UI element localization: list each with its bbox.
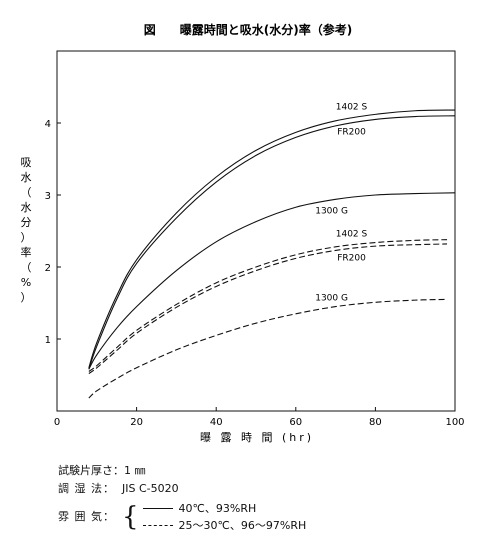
- series-layer: [88, 109, 456, 399]
- x-tick-label: 40: [210, 417, 223, 428]
- thickness-label: 試験片厚さ：: [58, 464, 124, 477]
- atmosphere-row: 雰 囲 気： { 40℃、93%RH 25～30℃、96～97%RH: [58, 500, 306, 534]
- y-axis-label-char: 吸: [21, 156, 32, 169]
- dashed-line-icon: [142, 525, 173, 526]
- test-conditions: 試験片厚さ： 1 ㎜ 調 湿 法： JIS C-5020 雰 囲 気： { 40…: [58, 462, 306, 534]
- x-tick-label: 20: [130, 417, 143, 428]
- plot-frame: [56, 50, 456, 412]
- y-axis-label-char: 水: [21, 171, 32, 184]
- x-tick-label: 60: [289, 417, 302, 428]
- series-label-3: 1402 S: [336, 230, 368, 240]
- series-line-0: [88, 109, 456, 368]
- series-line-4: [88, 243, 448, 375]
- conditioning-row: 調 湿 法： JIS C-5020: [58, 480, 306, 498]
- y-axis-label-char: 分: [21, 216, 32, 229]
- x-tick-label: 0: [54, 417, 60, 428]
- y-tick-label: 4: [45, 119, 51, 130]
- series-label-0: 1402 S: [336, 103, 368, 113]
- thickness-value: 1 ㎜: [124, 464, 146, 477]
- series-line-2: [88, 192, 456, 370]
- y-tick-label: 1: [45, 335, 51, 346]
- y-axis-label-char: %: [21, 276, 31, 289]
- y-tick-label: 3: [45, 191, 51, 202]
- x-tick-label: 100: [445, 417, 464, 428]
- condition-dashed: 25～30℃、96～97%RH: [142, 517, 307, 534]
- x-tick-label: 80: [369, 417, 382, 428]
- series-label-1: FR200: [337, 128, 366, 138]
- conditioning-value: JIS C-5020: [122, 482, 179, 495]
- condition-solid-text: 40℃、93%RH: [178, 501, 257, 515]
- series-label-2: 1300 G: [315, 206, 348, 216]
- condition-solid: 40℃、93%RH: [142, 500, 307, 517]
- y-axis-label-char: ）: [21, 231, 32, 244]
- y-axis-label-char: （: [21, 261, 32, 274]
- x-axis-label: 曝 露 時 間 (hr): [200, 431, 314, 444]
- series-line-1: [88, 115, 456, 370]
- series-line-3: [88, 239, 448, 372]
- y-axis-label-char: 水: [21, 201, 32, 214]
- condition-dashed-text: 25～30℃、96～97%RH: [178, 518, 307, 532]
- thickness-row: 試験片厚さ： 1 ㎜: [58, 462, 306, 480]
- y-axis-label-char: ）: [21, 291, 32, 304]
- atmosphere-label: 雰 囲 気：: [58, 510, 115, 523]
- y-axis-label: 吸水（水分）率（%）: [21, 156, 32, 304]
- tick-layer: 0 20 40 60 80 100 1 2 3 4: [45, 119, 465, 428]
- series-label-4: FR200: [337, 253, 366, 263]
- chart-title: 図 曝露時間と吸水(水分)率（参考): [144, 22, 352, 37]
- series-line-5: [88, 298, 448, 399]
- y-axis-label-char: （: [21, 186, 32, 199]
- y-axis-label-char: 率: [21, 245, 32, 259]
- conditioning-label: 調 湿 法：: [58, 482, 115, 495]
- y-tick-label: 2: [45, 263, 51, 274]
- solid-line-icon: [142, 508, 173, 509]
- brace-icon: {: [122, 502, 139, 532]
- atmosphere-conditions: 40℃、93%RH 25～30℃、96～97%RH: [142, 500, 307, 534]
- series-label-5: 1300 G: [315, 294, 348, 304]
- series-label-layer: 1402 S FR200 1300 G 1402 S FR200 1300 G: [315, 103, 367, 304]
